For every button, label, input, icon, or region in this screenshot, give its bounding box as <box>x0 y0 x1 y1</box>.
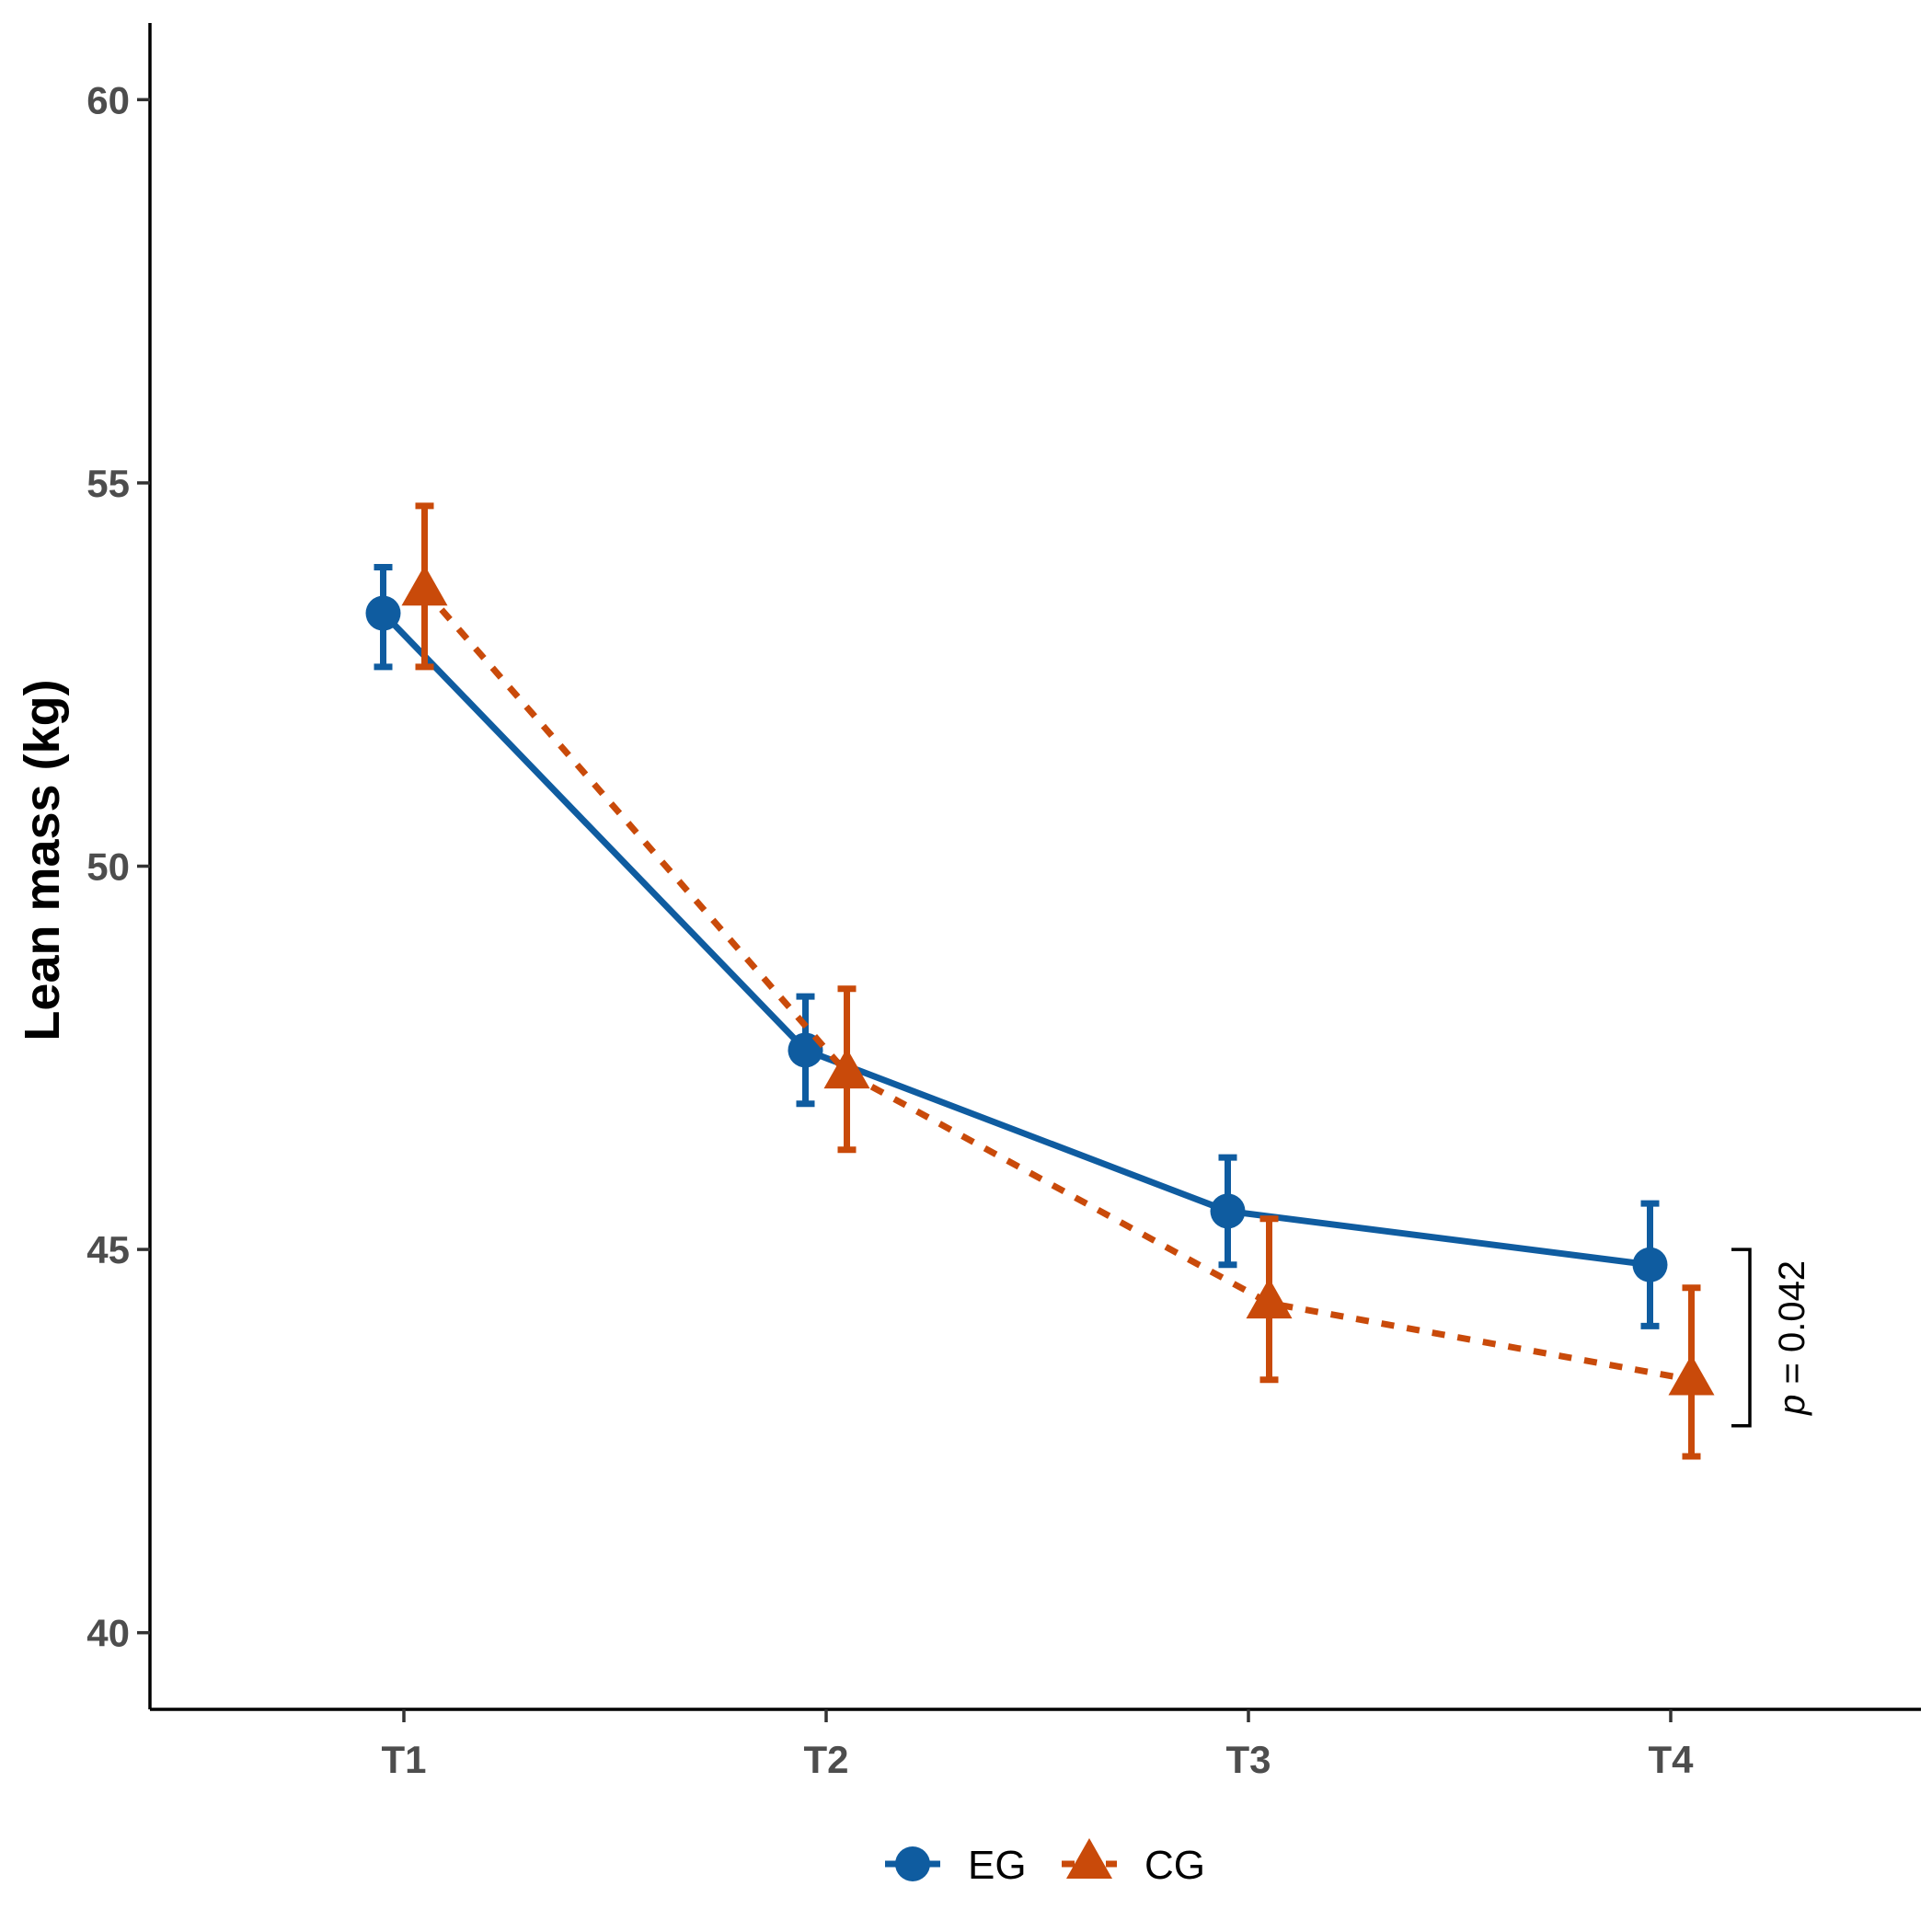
x-tick-label: T1 <box>381 1738 426 1781</box>
legend-item-eg: EG <box>885 1843 1027 1888</box>
y-tick-label: 45 <box>86 1228 130 1271</box>
legend-item-cg: CG <box>1062 1838 1205 1888</box>
series-cg <box>401 502 1715 1460</box>
legend-label: CG <box>1144 1843 1205 1888</box>
data-point-eg <box>788 1032 823 1068</box>
x-tick-label: T3 <box>1225 1738 1271 1781</box>
plot-area <box>365 502 1715 1460</box>
y-tick-label: 40 <box>86 1612 130 1655</box>
legend-key-marker <box>895 1846 930 1881</box>
y-axis: 40 45 50 55 60 <box>86 23 152 1709</box>
p-value-label: p = 0.042 <box>1772 1260 1812 1416</box>
y-tick-label: 55 <box>86 462 130 505</box>
significance-bracket <box>1731 1248 1752 1428</box>
data-point-cg <box>1246 1278 1293 1319</box>
y-axis-title: Lean mass (kg) <box>15 679 70 1041</box>
x-tick-label: T4 <box>1648 1738 1694 1781</box>
x-tick-label: T2 <box>803 1738 848 1781</box>
data-point-cg <box>823 1048 870 1089</box>
y-tick-label: 50 <box>86 845 130 889</box>
x-axis: T1 T2 T3 T4 <box>150 1708 1921 1781</box>
legend: EG CG <box>885 1838 1205 1888</box>
data-point-cg <box>1668 1354 1715 1396</box>
data-point-eg <box>1210 1193 1246 1229</box>
series-line-eg <box>380 611 1650 1269</box>
y-tick-label: 60 <box>86 78 130 121</box>
legend-key-marker <box>1066 1838 1112 1879</box>
significance-annotation: p = 0.042 <box>1731 1248 1812 1428</box>
data-point-eg <box>1632 1247 1668 1282</box>
data-point-eg <box>365 595 401 631</box>
data-point-cg <box>401 565 448 606</box>
series-eg <box>365 564 1668 1329</box>
series-line-cg <box>421 588 1693 1384</box>
legend-label: EG <box>968 1843 1027 1888</box>
